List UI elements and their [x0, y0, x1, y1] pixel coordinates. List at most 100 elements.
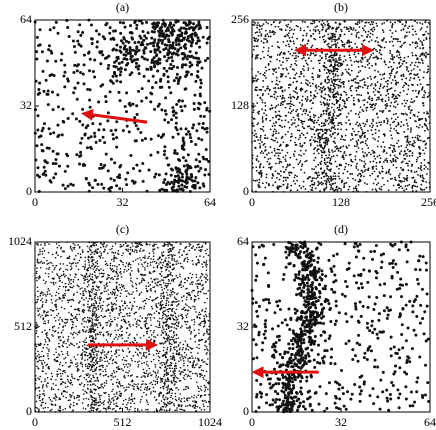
particle [403, 150, 406, 153]
particle [306, 63, 309, 66]
particle [304, 98, 307, 100]
particle [51, 108, 55, 112]
particle [47, 321, 50, 324]
particle [324, 40, 327, 42]
particle [117, 61, 121, 65]
particle [390, 161, 393, 164]
particle [425, 56, 427, 59]
particle [261, 101, 264, 104]
particle [136, 319, 139, 321]
particle [97, 100, 101, 104]
particle [334, 189, 337, 191]
particle [285, 166, 288, 169]
particle [173, 332, 175, 334]
particle [59, 398, 62, 401]
particle [368, 151, 370, 154]
panel-label: (b) [334, 0, 348, 14]
particle [257, 71, 260, 73]
particle [87, 306, 89, 308]
particle [402, 169, 404, 172]
particle [320, 113, 323, 116]
particle [196, 164, 200, 168]
particle [44, 406, 47, 409]
particle [355, 34, 358, 37]
particle [306, 95, 309, 98]
particle [97, 333, 99, 336]
particle [272, 184, 274, 187]
particle [413, 145, 415, 148]
particle [109, 248, 111, 251]
particle [271, 174, 274, 177]
particle [152, 390, 155, 393]
particle [152, 63, 156, 67]
particle [169, 31, 173, 35]
particle [292, 153, 295, 156]
particle [256, 31, 258, 34]
particle [327, 107, 330, 110]
particle [58, 269, 61, 271]
particle [382, 141, 385, 144]
particle [56, 105, 60, 109]
particle [259, 145, 262, 147]
particle [86, 387, 89, 390]
particle [91, 186, 95, 190]
particle [107, 289, 110, 291]
particle [423, 122, 426, 125]
particle [419, 28, 422, 31]
particle [162, 327, 164, 329]
particle [129, 154, 133, 158]
particle [123, 287, 126, 289]
particle [78, 119, 82, 123]
particle [354, 112, 357, 115]
particle [122, 363, 125, 366]
particle [204, 147, 208, 151]
particle [416, 21, 419, 24]
particle [182, 141, 186, 145]
particle [41, 297, 43, 300]
particle [392, 160, 395, 163]
particle [407, 88, 410, 91]
particle [339, 98, 341, 101]
particle [388, 72, 391, 75]
particle [150, 334, 153, 336]
particle [162, 291, 165, 294]
particle [334, 40, 337, 43]
particle [37, 387, 39, 389]
particle [413, 179, 416, 182]
particle [173, 149, 177, 153]
particle [326, 157, 329, 160]
particle [294, 182, 297, 185]
particle [270, 104, 273, 107]
particle [51, 149, 55, 153]
particle [67, 34, 71, 38]
particle [332, 66, 334, 68]
particle [278, 148, 280, 151]
particle [304, 82, 307, 84]
particle [340, 74, 343, 76]
particle [316, 25, 319, 28]
particle [255, 86, 257, 89]
particle [412, 113, 415, 116]
particle [319, 138, 322, 141]
particle [116, 325, 119, 327]
particle [177, 99, 181, 103]
particle [43, 159, 47, 163]
particle [114, 291, 117, 293]
particle [161, 34, 165, 38]
particle [275, 132, 277, 135]
particle [142, 265, 144, 268]
particle [173, 291, 176, 294]
particle [335, 98, 338, 101]
particle [135, 383, 137, 386]
particle [326, 161, 329, 164]
particle [114, 318, 116, 321]
particle [386, 120, 389, 123]
particle [277, 25, 280, 28]
particle [271, 177, 274, 180]
particle [282, 166, 285, 168]
particle [179, 366, 182, 369]
particle [261, 108, 264, 111]
particle [374, 89, 377, 91]
particle [112, 37, 116, 41]
particle [416, 83, 419, 86]
